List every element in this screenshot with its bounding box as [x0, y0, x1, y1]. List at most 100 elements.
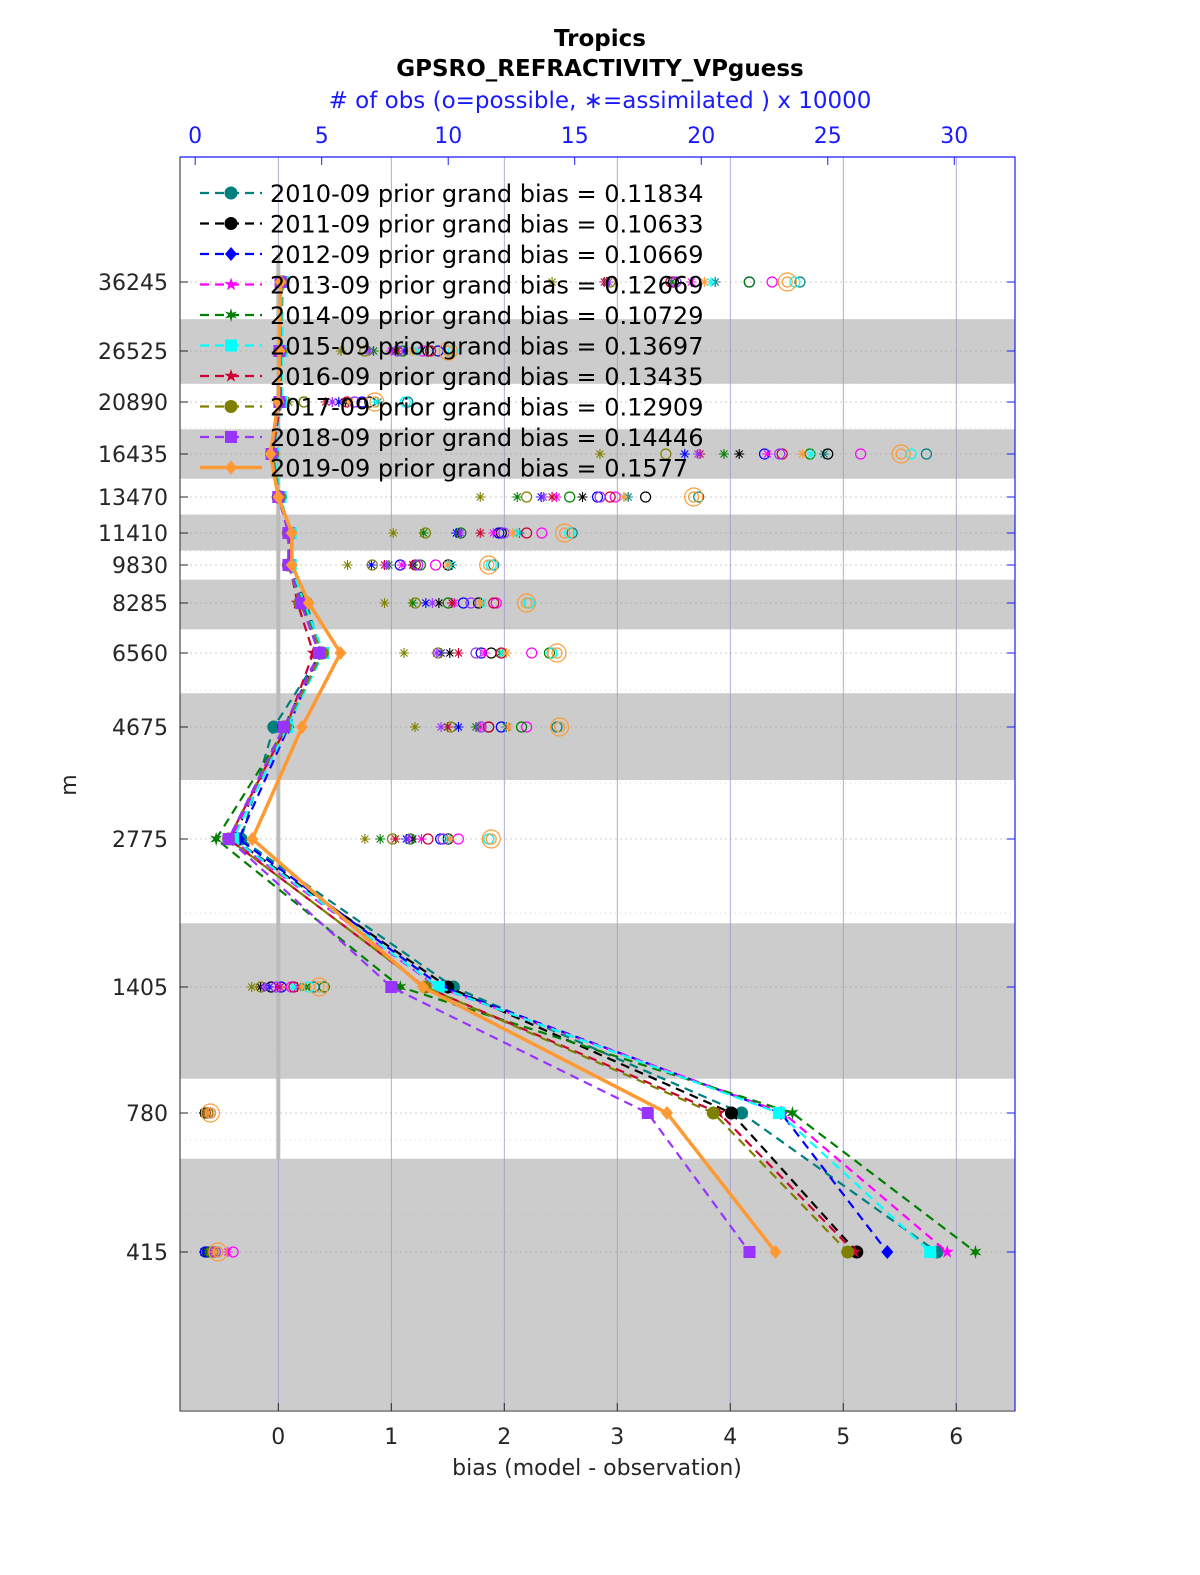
obs-possible-marker: [369, 396, 381, 408]
series-marker: [881, 1245, 894, 1259]
obs-assimilated-marker: [379, 598, 390, 608]
obs-assimilated-marker: [407, 346, 418, 356]
obs-possible-marker: [386, 833, 399, 845]
obs-possible-marker: [483, 559, 495, 571]
series-marker: [786, 1106, 799, 1120]
obs-assimilated-marker: [797, 449, 808, 459]
obs-assimilated-marker: [718, 449, 729, 459]
obs-possible-marker: [488, 597, 500, 609]
obs-possible-marker: [822, 448, 834, 460]
series-marker: [394, 980, 407, 994]
obs-assimilated-marker: [475, 598, 486, 608]
obs-possible-marker: [424, 345, 437, 357]
obs-possible-marker: [551, 721, 563, 733]
obs-possible-marker: [429, 559, 442, 571]
obs-assimilated-marker: [420, 598, 431, 608]
obs-possible-marker: [553, 721, 566, 733]
chart-subtitle: GPSRO_REFRACTIVITY_VPguess: [396, 56, 804, 82]
obs-assimilated-marker: [444, 834, 455, 844]
obs-possible-marker: [521, 597, 533, 609]
obs-possible-marker-large: [555, 523, 575, 543]
y-tick-label: 36245: [98, 271, 168, 296]
series-marker: [724, 1106, 738, 1120]
obs-possible-marker: [422, 833, 434, 845]
obs-possible-marker: [670, 276, 682, 288]
series-marker: [969, 1245, 982, 1259]
obs-possible-marker-large: [684, 487, 704, 507]
obs-assimilated-marker: [503, 722, 514, 732]
obs-assimilated-marker: [442, 722, 453, 732]
obs-possible-marker: [774, 448, 786, 460]
obs-assimilated-marker: [407, 598, 418, 608]
obs-assimilated-marker: [370, 397, 381, 407]
series-marker: [416, 980, 429, 994]
y-tick-label: 4675: [112, 716, 168, 741]
series-marker: [246, 832, 259, 846]
y-tick-label: 26525: [98, 340, 168, 365]
obs-possible-marker: [794, 276, 806, 288]
obs-assimilated-marker: [444, 648, 455, 658]
series-lines: [210, 275, 982, 1259]
series-marker: [294, 597, 307, 609]
series-marker: [285, 526, 298, 540]
obs-possible-marker: [470, 647, 482, 659]
legend-label: 2012-09 prior grand bias = 0.10669: [270, 241, 703, 269]
axes-frame: [179, 156, 1016, 1412]
x-tick-label: 6: [949, 1425, 963, 1450]
y-tick-label: 11410: [98, 522, 168, 547]
obs-possible-marker: [399, 396, 411, 408]
obs-assimilated-marker: [359, 834, 370, 844]
obs-assimilated-marker: [399, 346, 410, 356]
obs-assimilated-marker: [259, 982, 270, 992]
series-marker: [847, 1245, 862, 1258]
obs-assimilated-marker: [320, 397, 331, 407]
obs-count-markers: [198, 272, 933, 1262]
obs-assimilated-marker: [275, 982, 286, 992]
y-tick-label: 13470: [98, 486, 168, 511]
obs-possible-marker: [366, 559, 378, 571]
obs-possible-marker: [490, 597, 502, 609]
series-marker: [743, 1246, 756, 1258]
obs-assimilated-marker: [475, 528, 486, 538]
obs-possible-marker-large: [547, 643, 567, 663]
obs-assimilated-marker: [479, 648, 490, 658]
obs-possible-marker: [743, 276, 755, 288]
obs-possible-marker: [270, 981, 282, 993]
series-marker: [225, 431, 237, 443]
obs-assimilated-marker: [342, 560, 353, 570]
series-marker: [706, 1106, 720, 1120]
series-marker: [924, 1246, 937, 1258]
legend-label: 2010-09 prior grand bias = 0.11834: [270, 180, 703, 208]
obs-assimilated-marker: [375, 834, 386, 844]
series-line: [250, 281, 777, 1254]
obs-assimilated-marker: [296, 982, 307, 992]
obs-assimilated-marker: [433, 598, 444, 608]
obs-assimilated-marker: [222, 1247, 233, 1257]
legend-label: 2015-09 prior grand bias = 0.13697: [270, 333, 703, 361]
obs-assimilated-marker: [442, 560, 453, 570]
obs-assimilated-marker: [455, 528, 466, 538]
series-marker: [210, 832, 223, 846]
obs-assimilated-marker: [806, 449, 817, 459]
obs-assimilated-marker: [577, 492, 588, 502]
x-tick-label: 3: [610, 1425, 624, 1450]
obs-assimilated-marker: [396, 560, 407, 570]
shaded-band: [180, 923, 1015, 1079]
obs-assimilated-marker: [416, 834, 427, 844]
obs-possible-marker: [485, 833, 497, 845]
obs-assimilated-marker: [603, 277, 614, 287]
y-tick-label: 780: [126, 1102, 168, 1127]
shaded-band: [180, 514, 1015, 551]
series-marker: [224, 308, 238, 322]
obs-possible-marker: [693, 491, 705, 503]
series-marker: [272, 395, 285, 409]
obs-possible-marker: [523, 597, 535, 609]
x-tick-label: 2: [497, 1425, 511, 1450]
obs-assimilated-marker: [388, 528, 399, 538]
obs-possible-marker: [564, 491, 576, 503]
obs-possible-marker: [483, 721, 495, 733]
obs-possible-marker: [442, 345, 454, 357]
obs-assimilated-marker: [762, 449, 773, 459]
